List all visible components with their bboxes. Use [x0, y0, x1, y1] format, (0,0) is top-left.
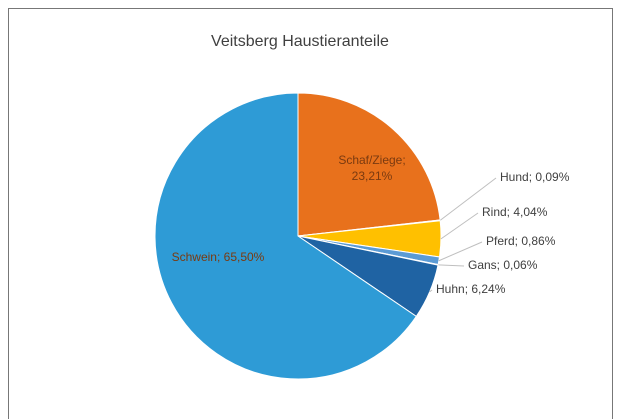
leader-line	[438, 264, 465, 267]
data-label: Huhn; 6,24%	[436, 282, 506, 296]
data-label: Schwein; 65,50%	[172, 250, 265, 264]
pie-slice	[297, 92, 441, 237]
data-label: Schaf/Ziege; 23,21%	[338, 153, 406, 183]
leader-line	[429, 289, 433, 293]
leader-line	[439, 177, 497, 221]
leader-line	[440, 212, 479, 240]
pie-slice	[154, 92, 417, 380]
data-label: Rind; 4,04%	[482, 205, 548, 219]
data-label: Hund; 0,09%	[500, 170, 570, 184]
data-label: Gans; 0,06%	[468, 258, 538, 272]
data-label: Pferd; 0,86%	[486, 234, 556, 248]
data-label-text: Schaf/Ziege; 23,21%	[338, 153, 406, 183]
leader-line	[438, 241, 483, 262]
chart-title: Veitsberg Haustieranteile	[211, 33, 389, 50]
